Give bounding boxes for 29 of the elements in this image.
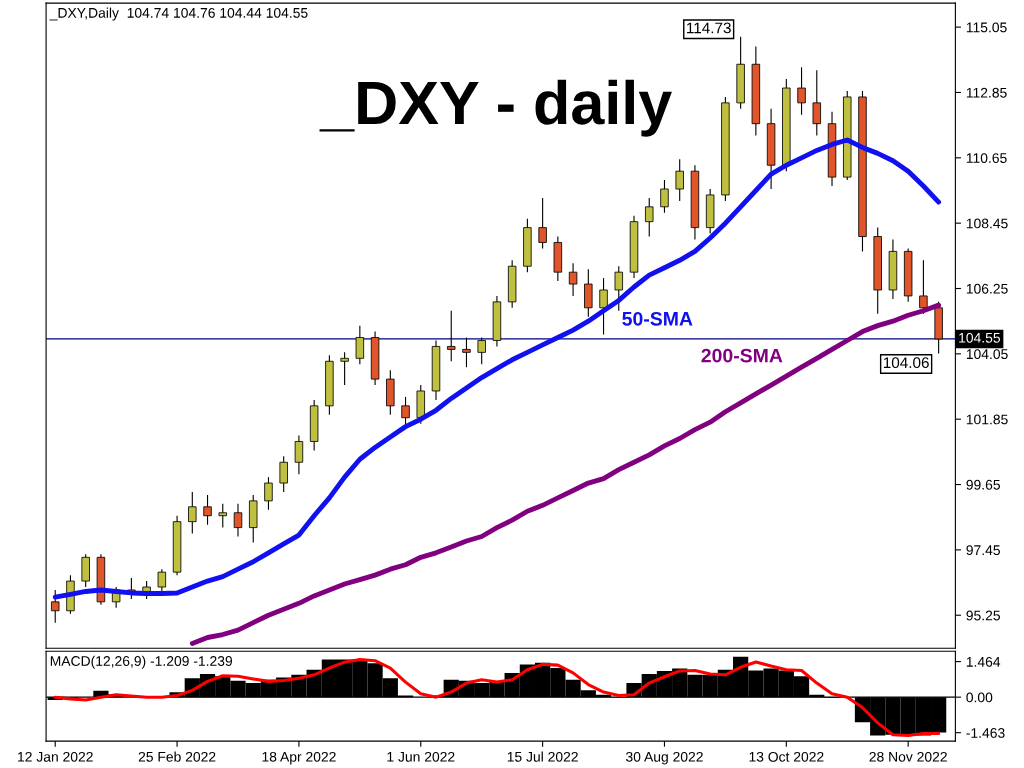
x-tick-label: 15 Jul 2022 bbox=[507, 751, 578, 762]
x-tick-label: 28 Nov 2022 bbox=[869, 751, 947, 762]
y-tick-label: 110.65 bbox=[966, 153, 1007, 163]
annotation: 114.73 bbox=[687, 22, 731, 34]
ref-line-label: 104.55 bbox=[959, 332, 1001, 343]
x-tick-label: 13 Oct 2022 bbox=[749, 751, 824, 762]
y-tick-label: 112.85 bbox=[966, 87, 1007, 98]
y-tick-label: 101.85 bbox=[966, 414, 1008, 425]
y-tick-label: 97.45 bbox=[966, 545, 1000, 556]
y-tick-label: 115.05 bbox=[966, 22, 1007, 33]
y-tick-label: 106.25 bbox=[966, 283, 1008, 294]
x-tick-label: 25 Feb 2022 bbox=[138, 751, 216, 762]
annotation: 104.06 bbox=[883, 357, 929, 369]
y-tick-label: 104.05 bbox=[966, 349, 1008, 360]
y-tick-label: 1.464 bbox=[966, 656, 1001, 667]
series-label: 200-SMA bbox=[701, 348, 783, 363]
y-tick-label: 99.65 bbox=[966, 479, 1000, 490]
y-tick-label: -1.463 bbox=[966, 728, 1005, 738]
series-label: 50-SMA bbox=[622, 311, 693, 326]
y-tick-label: 0.00 bbox=[966, 692, 993, 703]
chart-subtitle: _DXY,Daily 104.74 104.76 104.44 104.55 bbox=[49, 7, 308, 21]
x-tick-label: 12 Jan 2022 bbox=[18, 751, 93, 762]
x-tick-label: 30 Aug 2022 bbox=[626, 751, 703, 765]
y-tick-label: 108.45 bbox=[966, 218, 1008, 229]
x-tick-label: 1 Jun 2022 bbox=[387, 751, 455, 762]
y-tick-label: 95.25 bbox=[966, 610, 1000, 621]
chart-title: MACD(12,26,9) -1.209 -1.239 bbox=[50, 655, 233, 669]
text: _DXY - daily bbox=[319, 79, 672, 137]
x-tick-label: 18 Apr 2022 bbox=[262, 751, 336, 765]
